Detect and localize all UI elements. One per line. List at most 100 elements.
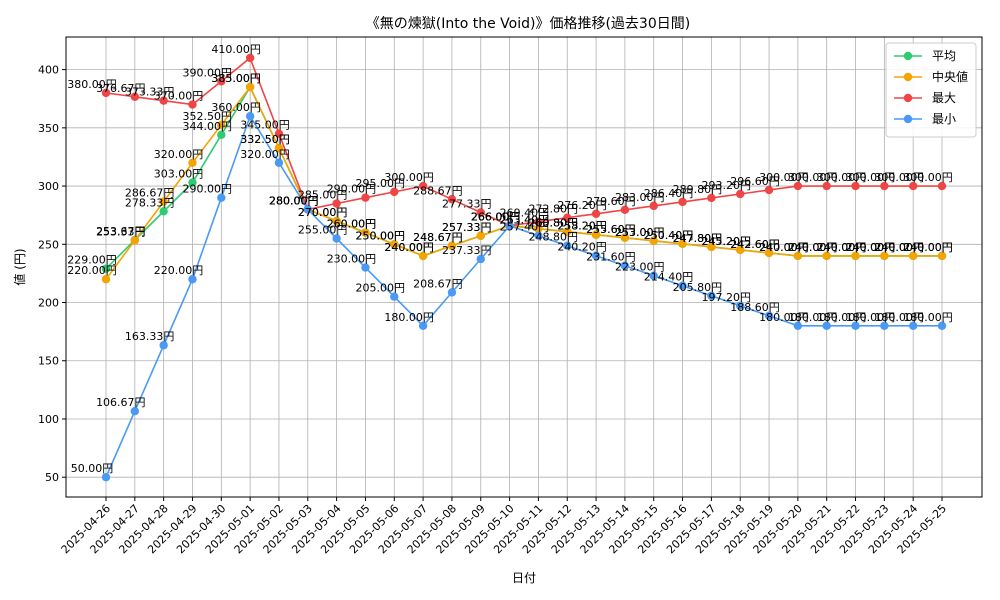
chart-title: 《無の煉獄(Into the Void)》価格推移(過去30日間) <box>366 16 690 32</box>
data-point <box>361 228 370 237</box>
data-label: 253.00円 <box>615 226 665 239</box>
data-point <box>764 311 774 320</box>
data-label: 258.20円 <box>557 220 607 233</box>
legend-entry-label: 最大 <box>932 91 956 105</box>
data-label: 266.00円 <box>471 211 521 224</box>
data-point <box>245 111 255 121</box>
data-point <box>707 193 716 203</box>
data-label: 286.67円 <box>125 187 175 200</box>
series-line <box>105 56 942 227</box>
data-label: 260.00円 <box>327 218 377 231</box>
data-point <box>563 227 572 236</box>
data-point <box>217 130 226 140</box>
data-point <box>159 341 168 350</box>
data-point <box>101 264 111 273</box>
data-point <box>822 321 831 331</box>
data-label: 260.80円 <box>528 217 578 230</box>
data-point <box>188 275 197 284</box>
data-point <box>418 181 428 191</box>
data-point <box>245 82 255 92</box>
data-point <box>447 288 457 297</box>
data-point <box>591 251 601 260</box>
data-label: 296.60円 <box>730 175 780 188</box>
y-axis-label: 値 (円) <box>12 248 27 285</box>
data-label: 370.00円 <box>154 90 204 103</box>
data-point <box>159 207 168 216</box>
data-point <box>188 178 197 187</box>
data-label: 242.60円 <box>730 238 780 251</box>
data-label: 320.00円 <box>154 148 204 161</box>
data-label: 300.00円 <box>903 171 953 184</box>
data-point <box>418 321 428 331</box>
data-point <box>851 321 860 331</box>
data-label: 208.67円 <box>413 277 463 290</box>
data-label: 250.40円 <box>644 229 694 242</box>
data-label: 240.00円 <box>846 241 896 254</box>
data-point <box>217 193 226 202</box>
data-point <box>563 213 572 222</box>
data-point <box>505 221 514 230</box>
legend-swatch-marker <box>903 72 913 82</box>
data-label: 220.00円 <box>67 264 117 277</box>
data-point <box>851 251 860 261</box>
data-point <box>707 291 716 300</box>
data-point <box>390 292 399 301</box>
data-point <box>591 209 601 218</box>
data-label: 290.00円 <box>327 183 377 196</box>
legend-entry-label: 平均 <box>932 49 956 63</box>
data-point <box>476 231 485 240</box>
data-point <box>707 242 716 252</box>
data-label: 247.80円 <box>673 232 723 245</box>
legend-entry-label: 中央値 <box>932 69 968 84</box>
data-label: 288.67円 <box>413 184 463 197</box>
legend-swatch-marker <box>903 93 913 103</box>
series-line <box>105 85 942 280</box>
data-label: 344.00円 <box>183 120 233 133</box>
data-label: 223.00円 <box>615 261 665 274</box>
data-label: 180.00円 <box>384 311 434 324</box>
data-point <box>678 197 687 207</box>
data-label: 285.00円 <box>298 189 348 202</box>
data-label: 283.00円 <box>615 191 665 204</box>
data-label: 188.60円 <box>730 301 780 314</box>
data-label: 230.00円 <box>327 253 377 266</box>
data-label: 214.40円 <box>644 271 694 284</box>
data-label: 240.00円 <box>903 241 953 254</box>
data-label: 240.00円 <box>384 241 434 254</box>
data-label: 163.33円 <box>125 330 175 343</box>
data-label: 255.00円 <box>298 223 348 236</box>
y-tick-label: 250 <box>38 238 59 251</box>
data-point <box>764 248 774 258</box>
data-label: 205.80円 <box>673 281 723 294</box>
data-point <box>159 96 168 105</box>
data-label: 250.00円 <box>356 229 406 242</box>
data-label: 376.67円 <box>96 82 146 95</box>
data-label: 231.60円 <box>586 251 636 264</box>
data-point <box>793 251 803 261</box>
data-point <box>822 181 831 191</box>
data-label: 253.67円 <box>96 225 146 238</box>
data-label: 373.33円 <box>125 86 175 99</box>
data-label: 220.00円 <box>154 264 204 277</box>
data-label: 293.20円 <box>701 179 751 192</box>
data-point <box>534 217 543 226</box>
data-point <box>245 53 255 63</box>
data-label: 332.50円 <box>240 133 290 146</box>
data-label: 276.20円 <box>557 199 607 212</box>
series-layer <box>101 53 947 482</box>
data-point <box>217 77 226 86</box>
grid-lines <box>66 37 982 497</box>
data-point <box>908 251 918 261</box>
data-label: 255.60円 <box>586 223 636 236</box>
data-label: 240.20円 <box>557 241 607 254</box>
data-point <box>678 281 687 290</box>
data-label: 270.00円 <box>298 206 348 219</box>
data-point <box>563 241 572 250</box>
data-label: 257.33円 <box>442 221 492 234</box>
data-label: 253.00円 <box>615 226 665 239</box>
data-point <box>476 208 485 217</box>
legend-swatch-marker <box>903 114 913 124</box>
data-label: 248.67円 <box>413 231 463 244</box>
